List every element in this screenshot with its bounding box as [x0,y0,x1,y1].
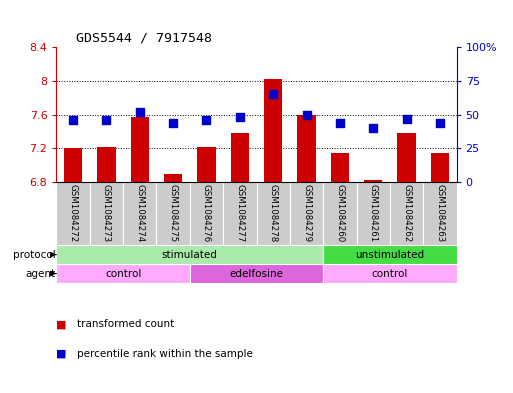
Bar [123,182,156,245]
Bar [357,182,390,245]
Text: GSM1084261: GSM1084261 [369,184,378,242]
Text: GDS5544 / 7917548: GDS5544 / 7917548 [76,31,212,44]
Text: edelfosine: edelfosine [229,268,284,279]
Text: GSM1084260: GSM1084260 [336,184,344,242]
Text: ■: ■ [56,349,67,359]
Point [269,91,277,97]
Bar [56,264,190,283]
Text: GSM1084279: GSM1084279 [302,184,311,242]
Bar [331,152,349,182]
Text: unstimulated: unstimulated [356,250,424,260]
Text: agent: agent [26,268,56,279]
Bar [256,182,290,245]
Point [69,117,77,123]
Point [402,116,410,122]
Bar [131,117,149,182]
Bar [97,147,115,182]
Bar [56,182,90,245]
Text: GSM1084276: GSM1084276 [202,184,211,242]
Bar [390,182,423,245]
Bar [323,182,357,245]
Text: GSM1084273: GSM1084273 [102,184,111,242]
Text: GSM1084262: GSM1084262 [402,184,411,242]
Bar [190,264,323,283]
Point [135,109,144,115]
Point [436,119,444,126]
Bar [264,79,282,182]
Point [302,112,310,118]
Bar [423,182,457,245]
Bar [431,152,449,182]
Bar [223,182,256,245]
Bar [290,182,323,245]
Point [369,125,377,131]
Bar [364,180,382,182]
Point [102,117,110,123]
Point [169,119,177,126]
Bar [323,245,457,264]
Text: transformed count: transformed count [77,319,174,329]
Text: GSM1084278: GSM1084278 [269,184,278,242]
Bar [298,115,315,182]
Point [235,114,244,121]
Bar [156,182,190,245]
Bar [190,182,223,245]
Bar [198,147,215,182]
Text: protocol: protocol [13,250,56,260]
Text: control: control [105,268,141,279]
Bar [231,133,249,182]
Text: GSM1084263: GSM1084263 [436,184,444,242]
Text: GSM1084274: GSM1084274 [135,184,144,242]
Bar [64,149,82,182]
Point [336,119,344,126]
Text: percentile rank within the sample: percentile rank within the sample [77,349,253,359]
Point [202,117,210,123]
Bar [323,264,457,283]
Bar [90,182,123,245]
Bar [398,133,416,182]
Text: ■: ■ [56,319,67,329]
Text: control: control [372,268,408,279]
Text: GSM1084272: GSM1084272 [69,184,77,242]
Bar [164,174,182,182]
Bar [56,245,323,264]
Text: GSM1084277: GSM1084277 [235,184,244,242]
Text: stimulated: stimulated [162,250,218,260]
Text: GSM1084275: GSM1084275 [169,184,177,242]
